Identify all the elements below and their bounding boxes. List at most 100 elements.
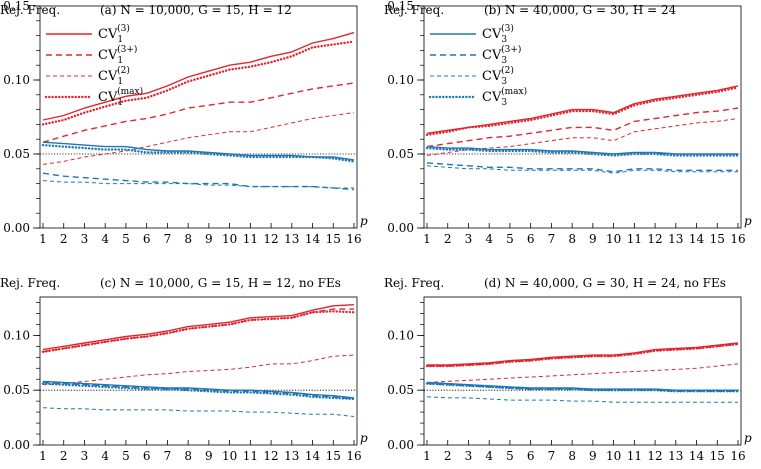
x-tick-label: 14 xyxy=(305,232,321,246)
y-tick-label: 0.00 xyxy=(3,438,30,452)
x-tick-label: 7 xyxy=(548,232,556,246)
series-line xyxy=(42,354,355,386)
series-line xyxy=(425,86,740,137)
y-tick-label: 0.00 xyxy=(3,221,30,235)
x-tick-label: 12 xyxy=(263,449,278,463)
x-tick-label: 16 xyxy=(730,449,745,463)
x-tick-label: 7 xyxy=(164,232,172,246)
panel-d: 0.000.050.101 2 3 4 5 6 7 8 9 10 11 12 13 14 15 16pRej.… xyxy=(384,276,752,463)
x-tick-label: 3 xyxy=(81,232,89,246)
x-tick-label: 2 xyxy=(444,232,452,246)
x-tick-label: 6 xyxy=(143,449,151,463)
series-line xyxy=(42,304,355,351)
series-line xyxy=(42,112,355,165)
x-tick-label: 13 xyxy=(284,449,299,463)
x-tick-label: 8 xyxy=(184,232,192,246)
x-tick-label: 5 xyxy=(506,232,514,246)
x-tick-label: 1 xyxy=(423,449,431,463)
y-tick-label: 0.00 xyxy=(387,221,414,235)
x-tick-label: 10 xyxy=(606,449,621,463)
x-tick-label: 15 xyxy=(326,232,341,246)
y-tick-label: 0.10 xyxy=(387,73,414,87)
x-tick-label: 5 xyxy=(122,232,130,246)
panel-a: 0.000.050.100.151 2 3 4 5 6 7 8 9 10 11 12 13 14 15 16p… xyxy=(0,0,368,246)
x-tick-label: 12 xyxy=(263,232,278,246)
x-tick-label: 3 xyxy=(465,449,473,463)
y-axis-label: Rej. Freq. xyxy=(0,276,60,290)
series-line xyxy=(426,165,738,174)
series-line xyxy=(41,40,356,126)
x-tick-label: 15 xyxy=(710,449,725,463)
series-line xyxy=(426,85,739,134)
x-tick-label: 14 xyxy=(689,232,705,246)
panel-title: (c) N = 10,000, G = 15, H = 12, no FEs xyxy=(100,276,341,290)
series-line xyxy=(426,363,739,383)
x-tick-label: 11 xyxy=(627,232,642,246)
legend-label: CV1(3) xyxy=(98,23,130,45)
panel-title: (a) N = 10,000, G = 15, H = 12 xyxy=(100,3,292,17)
series-line xyxy=(42,141,355,161)
x-tick-label: 12 xyxy=(647,232,662,246)
series-line xyxy=(426,145,738,155)
x-tick-label: 7 xyxy=(548,449,556,463)
legend-sub: 3 xyxy=(501,56,507,66)
legend-label: CV1(2) xyxy=(98,65,130,87)
x-tick-label: 8 xyxy=(568,232,576,246)
y-axis-label: Rej. Freq. xyxy=(384,3,444,17)
x-axis-label: p xyxy=(744,214,752,228)
y-tick-label: 0.10 xyxy=(3,328,30,342)
x-tick-label: 2 xyxy=(60,232,68,246)
x-tick-label: 5 xyxy=(506,449,514,463)
x-tick-label: 4 xyxy=(485,232,493,246)
plot-frame xyxy=(423,296,742,446)
legend-main: CV xyxy=(98,27,118,42)
x-tick-label: 16 xyxy=(730,232,745,246)
legend-label: CV3(3) xyxy=(482,23,514,45)
x-tick-label: 15 xyxy=(326,449,341,463)
series-line xyxy=(42,380,355,399)
plot-frame xyxy=(423,5,742,229)
x-tick-label: 9 xyxy=(205,449,213,463)
series-line xyxy=(42,82,355,143)
legend-sup: (max) xyxy=(501,86,527,97)
legend-main: CV xyxy=(98,90,118,105)
x-tick-label: 1 xyxy=(39,232,47,246)
x-tick-label: 2 xyxy=(60,449,68,463)
series-line xyxy=(42,308,354,353)
x-tick-label: 13 xyxy=(668,232,683,246)
x-tick-label: 5 xyxy=(122,449,130,463)
y-tick-label: 0.00 xyxy=(387,438,414,452)
plot-frame xyxy=(39,5,358,229)
legend-label: CV3(3+) xyxy=(482,44,521,66)
x-tick-label: 4 xyxy=(101,449,109,463)
legend-sup: (3) xyxy=(501,23,514,34)
series-line xyxy=(425,146,740,157)
x-axis-label: p xyxy=(744,431,752,445)
legend-sub: 3 xyxy=(501,35,507,45)
x-tick-label: 16 xyxy=(346,232,361,246)
x-tick-label: 10 xyxy=(222,232,237,246)
x-tick-label: 3 xyxy=(81,449,89,463)
legend-sub: 3 xyxy=(501,98,507,108)
legend-sup: (2) xyxy=(117,65,130,76)
y-tick-label: 0.10 xyxy=(3,73,30,87)
legend-main: CV xyxy=(98,48,118,63)
x-axis-label: p xyxy=(360,214,368,228)
y-tick-label: 0.05 xyxy=(3,383,30,397)
y-tick-label: 0.05 xyxy=(3,147,30,161)
y-axis-label: Rej. Freq. xyxy=(384,276,444,290)
y-tick-label: 0.05 xyxy=(387,383,414,397)
x-tick-label: 2 xyxy=(444,449,452,463)
x-tick-label: 7 xyxy=(164,449,172,463)
x-tick-label: 6 xyxy=(143,232,151,246)
x-tick-label: 6 xyxy=(527,449,535,463)
legend-sup: (3+) xyxy=(117,44,137,55)
legend-label: CV3(max) xyxy=(482,86,527,108)
legend-main: CV xyxy=(482,27,502,42)
x-tick-label: 4 xyxy=(101,232,109,246)
series-line xyxy=(427,342,739,366)
y-axis-label: Rej. Freq. xyxy=(0,3,60,17)
legend-sub: 1 xyxy=(117,56,123,66)
legend-sub: 1 xyxy=(117,77,123,87)
legend-main: CV xyxy=(482,69,502,84)
